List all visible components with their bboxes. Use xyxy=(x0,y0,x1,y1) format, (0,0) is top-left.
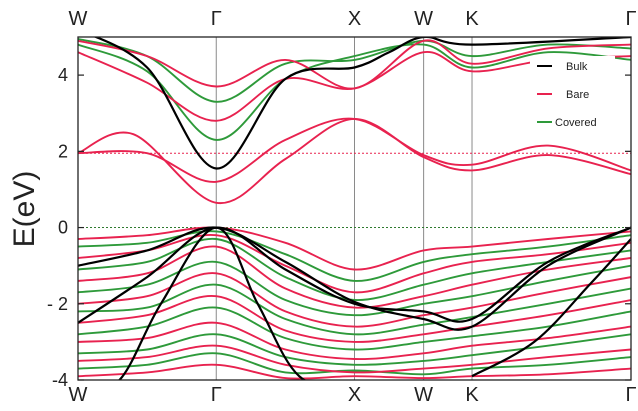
band-bare-5 xyxy=(78,233,631,294)
series-covered xyxy=(78,37,631,376)
band-covered-5 xyxy=(78,283,631,336)
band-covered-7 xyxy=(78,333,631,366)
legend: Bulk Bare Covered xyxy=(530,56,615,138)
y-tick-label-4: 4 xyxy=(58,65,68,85)
band-curves xyxy=(78,37,631,380)
series-bulk xyxy=(78,37,631,380)
band-bulk-1 xyxy=(78,226,631,331)
k-point-labels: W W Γ Γ X X W W K K Γ Γ xyxy=(69,8,637,406)
band-covered-2 xyxy=(78,230,631,282)
k-label-top-0: W xyxy=(69,8,88,30)
y-tick-label-1: - 2 xyxy=(47,294,68,314)
band-bare-8 xyxy=(78,295,631,343)
band-covered-6 xyxy=(78,306,631,351)
k-label-bottom-4: K xyxy=(465,384,479,406)
band-bare-7 xyxy=(78,272,631,328)
band-covered-3 xyxy=(78,237,631,301)
band-bare-1 xyxy=(78,117,631,204)
band-bulk-2 xyxy=(78,226,631,324)
band-bare-3 xyxy=(78,51,631,122)
y-axis-label: E(eV) xyxy=(8,171,41,248)
plot-frame xyxy=(77,36,632,381)
band-bulk-4 xyxy=(471,238,631,378)
k-label-bottom-0: W xyxy=(69,384,88,406)
band-covered-1 xyxy=(78,37,631,103)
k-label-bottom-1: Γ xyxy=(211,384,222,406)
k-label-top-2: X xyxy=(348,8,361,30)
band-bare-9 xyxy=(78,321,631,361)
band-bare-10 xyxy=(78,344,631,374)
k-label-bottom-3: W xyxy=(414,384,433,406)
legend-background xyxy=(530,56,615,138)
y-axis-ticks: -4 - 2 0 2 4 xyxy=(47,65,631,390)
k-label-top-5: Γ xyxy=(625,8,636,30)
band-bulk-0 xyxy=(93,37,631,170)
legend-label-covered: Covered xyxy=(555,117,597,129)
reference-lines xyxy=(78,152,631,229)
y-tick-label-3: 2 xyxy=(58,141,68,161)
band-bulk-3 xyxy=(117,226,307,380)
k-label-bottom-5: Γ xyxy=(625,384,636,406)
band-bare-4 xyxy=(78,226,631,271)
band-covered-4 xyxy=(78,260,631,317)
legend-label-bulk: Bulk xyxy=(566,61,588,73)
y-tick-label-0: -4 xyxy=(52,370,68,390)
k-label-top-4: K xyxy=(465,8,479,30)
k-label-top-1: Γ xyxy=(211,8,222,30)
band-covered-8 xyxy=(78,352,631,376)
k-label-bottom-2: X xyxy=(348,384,361,406)
legend-label-bare: Bare xyxy=(566,89,589,101)
y-tick-label-2: 0 xyxy=(58,218,68,238)
k-label-top-3: W xyxy=(414,8,433,30)
band-bare-11 xyxy=(78,363,631,380)
band-covered-0 xyxy=(78,43,631,141)
